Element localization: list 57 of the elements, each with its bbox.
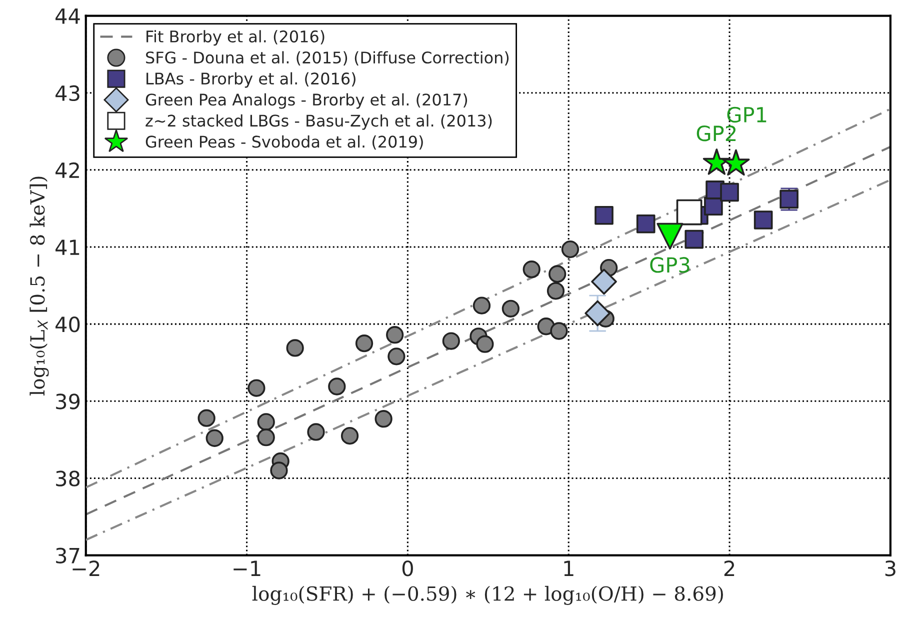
point (257, 413, 275, 431)
point (522, 260, 540, 278)
y-tick-label: 41 (56, 240, 80, 255)
point (386, 326, 404, 344)
point (684, 230, 704, 249)
point (374, 410, 392, 428)
point (702, 148, 730, 175)
legend-label: Fit Brorby et al. (2016) (146, 30, 324, 46)
annotation: GP2 (696, 125, 736, 142)
point (328, 378, 346, 396)
annotation: GP3 (650, 257, 690, 273)
point (286, 339, 304, 357)
point (472, 296, 491, 314)
point (198, 409, 216, 427)
x-tick-label: −1 (234, 560, 260, 576)
y-tick-label: 44 (56, 8, 80, 24)
y-tick-label: 42 (56, 162, 79, 178)
point (355, 334, 374, 352)
point (476, 335, 494, 353)
point (720, 182, 739, 202)
y-tick-label: 40 (56, 316, 80, 332)
y-tick-label: 43 (56, 85, 80, 102)
legend-label: SFG - Douna et al. (2015) (Diffuse Correction) (146, 51, 509, 66)
point (546, 282, 565, 300)
point (257, 428, 275, 446)
point (442, 332, 460, 350)
point (388, 348, 406, 366)
point (550, 322, 568, 340)
point (206, 429, 224, 447)
point (502, 300, 520, 318)
x-axis-title: log₁₀(SFR) + (−0.59) ∗ (12 + log₁₀(O/H) − 8.69) (252, 586, 723, 605)
point (656, 222, 684, 250)
annotation: GP1 (727, 106, 766, 123)
point (676, 199, 702, 226)
x-tick-label: 1 (564, 560, 574, 576)
point (561, 240, 580, 258)
y-axis-title: log₁₀(L$_{X}$ [0.5 − 8 keV]) (30, 176, 49, 396)
legend-label: LBAs - Brorby et al. (2016) (146, 72, 356, 88)
point (594, 206, 614, 225)
point (270, 462, 288, 480)
legend-label: z∼2 stacked LBGs - Basu-Zych et al. (2013) (146, 114, 492, 130)
point (754, 210, 773, 230)
x-tick-label: 3 (885, 560, 896, 576)
point (584, 300, 611, 326)
x-tick-label: 0 (402, 560, 413, 576)
legend-label: Green Pea Analogs - Brorby et al. (2017) (146, 93, 468, 109)
legend-label: Green Peas - Svoboda et al. (2019) (146, 135, 423, 150)
y-tick-label: 38 (56, 470, 80, 486)
point (548, 265, 566, 283)
point (636, 214, 656, 234)
point (722, 149, 750, 176)
point (248, 379, 266, 397)
point (340, 426, 359, 445)
y-tick-label: 39 (56, 394, 80, 410)
point (307, 423, 325, 441)
point (591, 268, 617, 295)
x-tick-label: 2 (724, 560, 734, 576)
